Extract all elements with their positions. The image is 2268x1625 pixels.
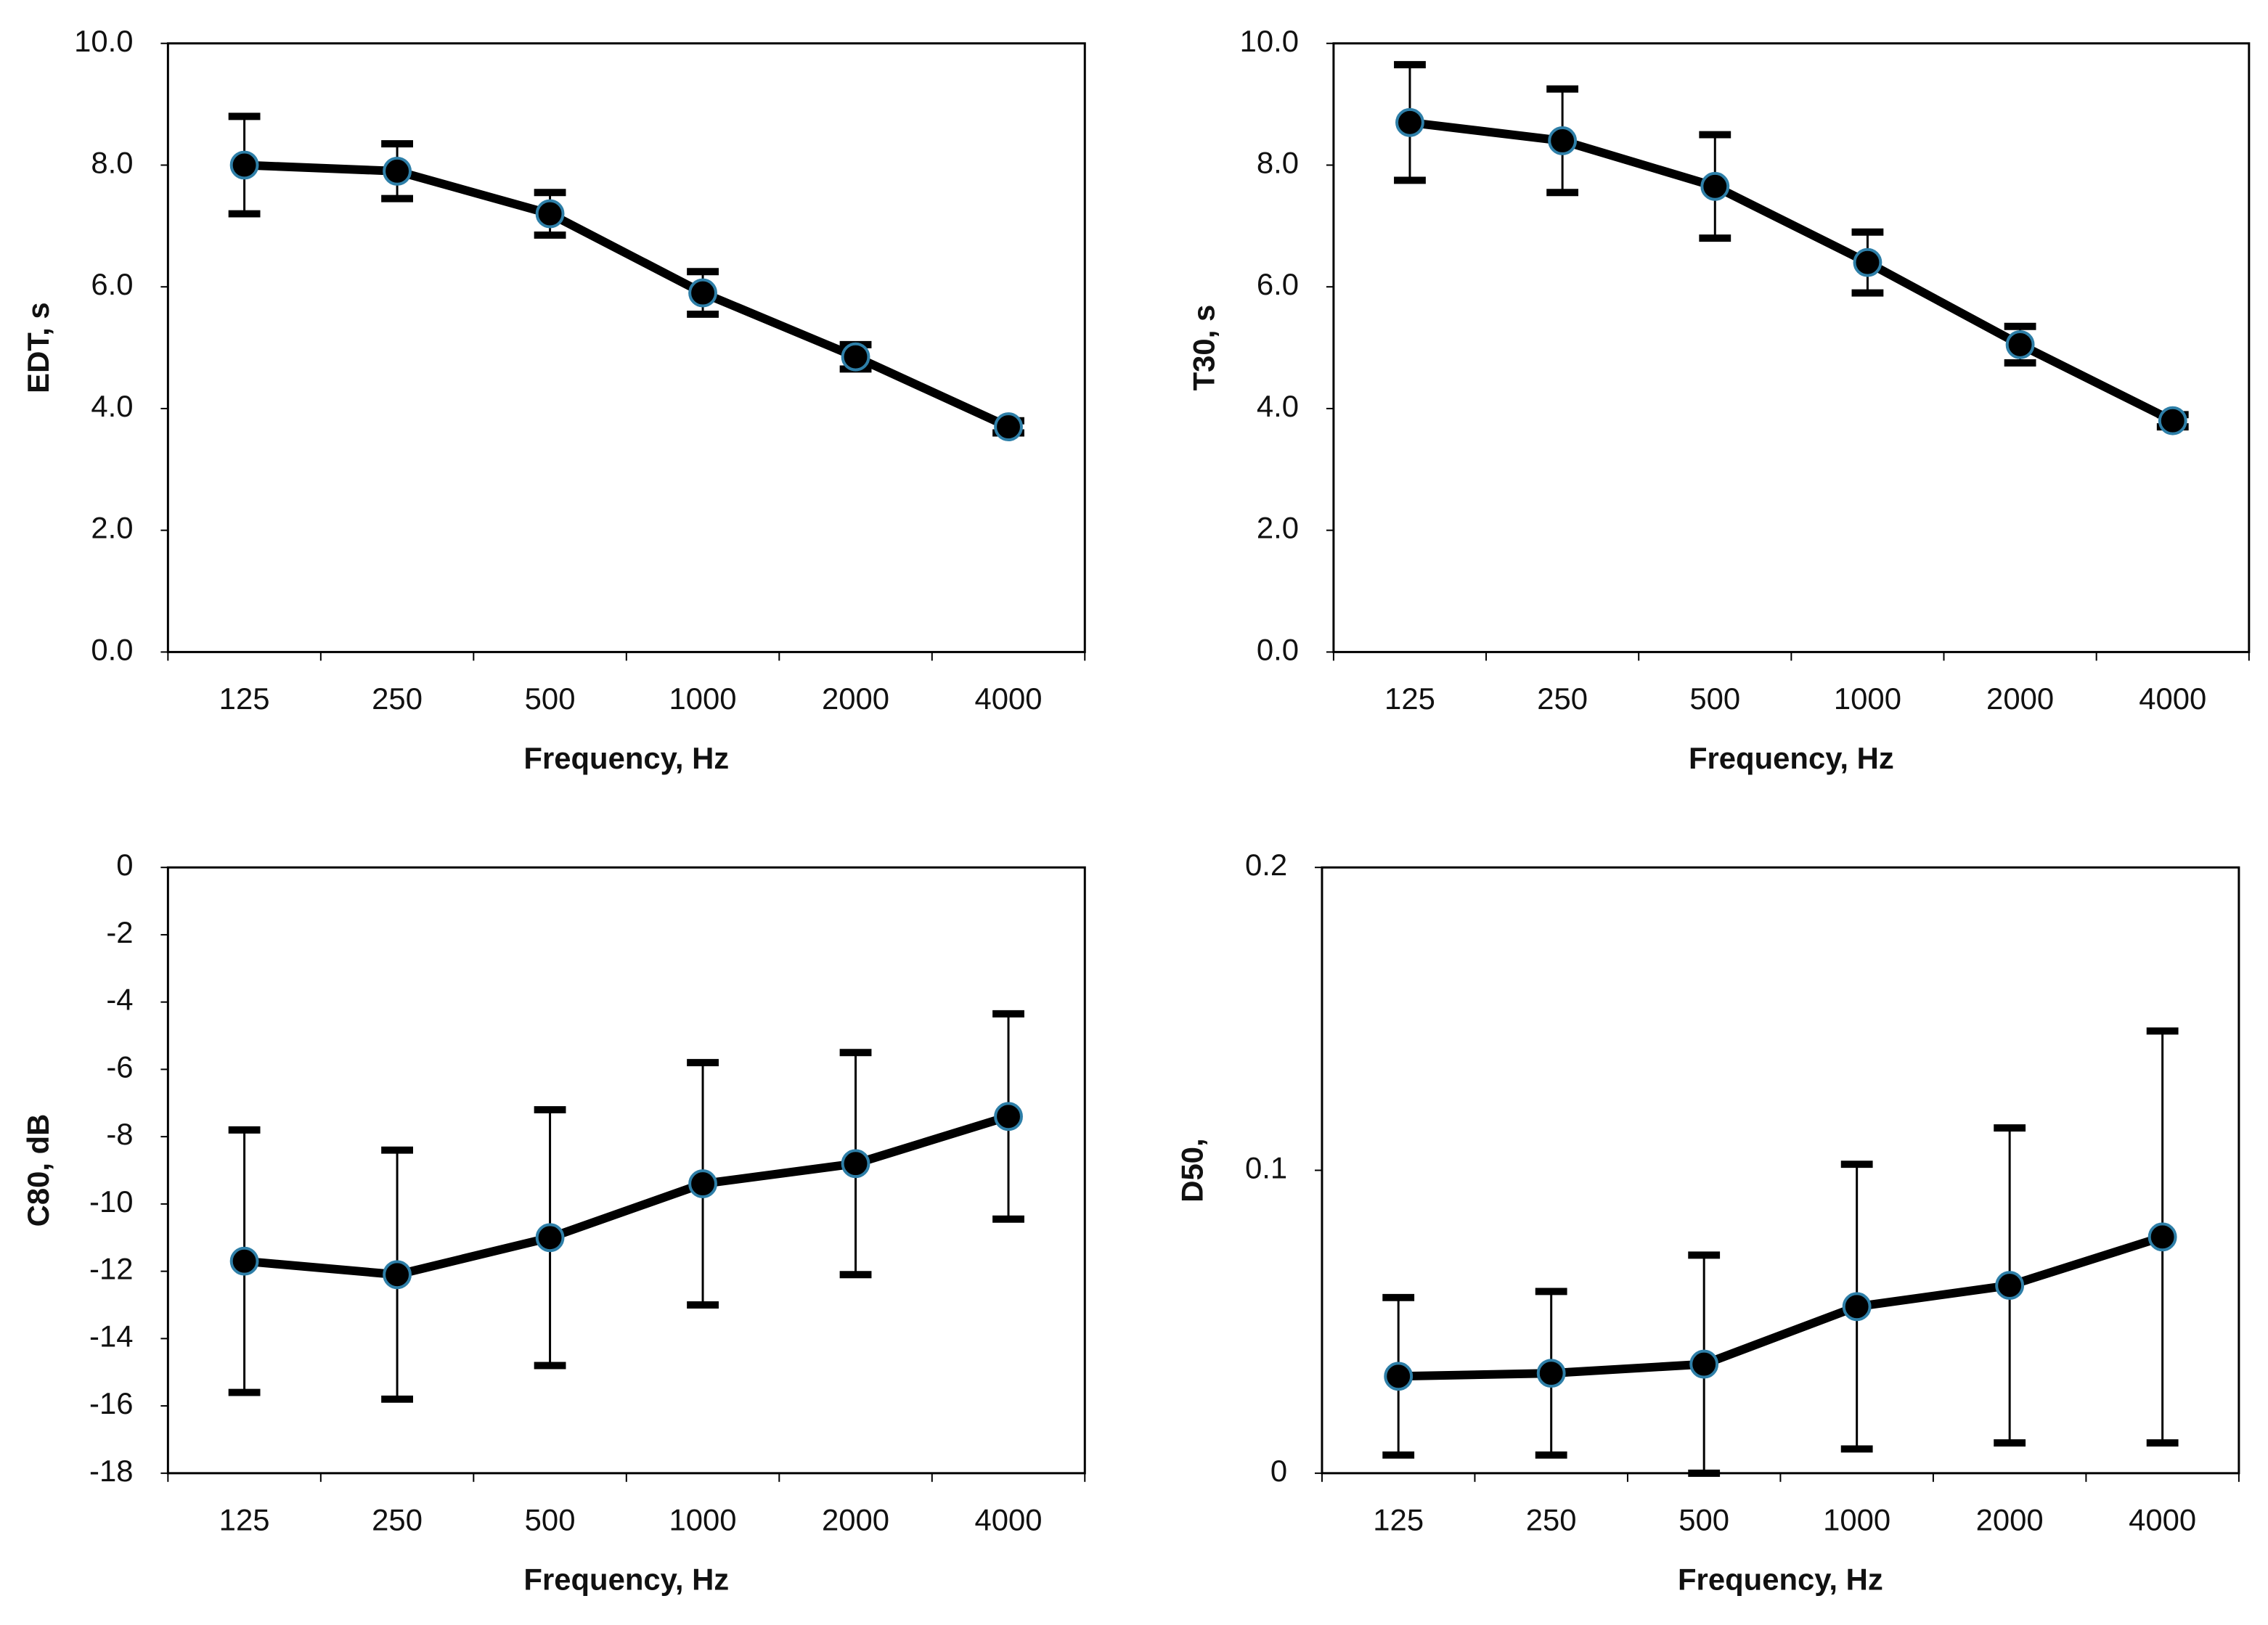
y-tick-label: -18 — [89, 1454, 133, 1488]
y-tick-label: -14 — [89, 1319, 133, 1353]
y-axis-title: D50, — [1175, 1138, 1210, 1202]
point — [535, 1223, 565, 1253]
x-tick-label: 250 — [1537, 681, 1588, 716]
x-tick-label: 250 — [1526, 1503, 1577, 1537]
y-tick-label: 10.0 — [1240, 24, 1299, 58]
y-tick-label: -12 — [89, 1252, 133, 1286]
x-tick-label: 2000 — [822, 681, 889, 716]
point — [994, 1102, 1023, 1131]
y-tick-label: 8.0 — [1257, 146, 1299, 180]
y-tick-label: -2 — [106, 915, 133, 949]
x-tick-label: 1000 — [669, 681, 737, 716]
plot-frame — [1332, 42, 2251, 653]
y-axis-title: C80, dB — [21, 1114, 55, 1227]
x-axis-title: Frequency, Hz — [523, 741, 729, 775]
y-tick-label: 4.0 — [1257, 389, 1299, 423]
x-tick-label: 4000 — [2139, 681, 2206, 716]
y-tick-label: 4.0 — [91, 389, 133, 423]
point — [1995, 1271, 2025, 1301]
point — [1536, 1359, 1566, 1388]
x-tick-label: 1000 — [1834, 681, 1901, 716]
y-axis-title: T30, s — [1187, 305, 1221, 391]
point — [1700, 171, 1730, 201]
point — [229, 1246, 259, 1276]
x-tick-label: 4000 — [974, 1503, 1042, 1537]
y-tick-label: 0.2 — [1245, 848, 1287, 882]
plot-frame — [1321, 866, 2240, 1475]
y-tick-label: 6.0 — [91, 267, 133, 301]
x-axis-title: Frequency, Hz — [523, 1562, 729, 1596]
point — [841, 342, 870, 372]
y-tick-label: 2.0 — [1257, 511, 1299, 545]
y-tick-label: 2.0 — [91, 511, 133, 545]
point — [1384, 1362, 1414, 1391]
y-tick-label: 6.0 — [1257, 267, 1299, 301]
x-tick-label: 1000 — [1823, 1503, 1890, 1537]
x-tick-label: 500 — [1689, 681, 1740, 716]
y-tick-label: 10.0 — [74, 24, 133, 58]
y-tick-label: 0.0 — [1257, 632, 1299, 666]
point — [841, 1149, 870, 1179]
y-tick-label: -16 — [89, 1386, 133, 1420]
point — [688, 278, 717, 308]
y-tick-label: -4 — [106, 983, 133, 1017]
point — [535, 199, 565, 229]
x-tick-label: 125 — [219, 1503, 270, 1537]
y-tick-label: -8 — [106, 1117, 133, 1151]
plot-frame — [166, 42, 1086, 653]
point — [2158, 406, 2187, 435]
y-tick-label: -10 — [89, 1184, 133, 1219]
point — [2147, 1222, 2177, 1252]
x-tick-label: 500 — [525, 681, 576, 716]
series-line — [1398, 1232, 2164, 1381]
x-tick-label: 4000 — [974, 681, 1042, 716]
series-line — [244, 1112, 1010, 1280]
y-tick-label: -6 — [106, 1049, 133, 1084]
x-tick-label: 250 — [372, 1503, 423, 1537]
plot-frame — [166, 866, 1086, 1475]
x-tick-label: 125 — [219, 681, 270, 716]
point — [383, 1260, 412, 1290]
point — [2005, 329, 2035, 359]
point — [383, 156, 412, 186]
y-tick-label: 0.1 — [1245, 1151, 1287, 1185]
point — [1548, 126, 1578, 155]
x-tick-label: 500 — [525, 1503, 576, 1537]
point — [1842, 1292, 1872, 1322]
point — [1395, 107, 1424, 137]
point — [1689, 1349, 1719, 1379]
y-tick-label: 0 — [1270, 1454, 1287, 1488]
point — [1853, 247, 1882, 277]
x-tick-label: 1000 — [669, 1503, 737, 1537]
y-tick-label: 8.0 — [91, 146, 133, 180]
point — [229, 150, 259, 180]
x-tick-label: 2000 — [822, 1503, 889, 1537]
point — [688, 1169, 717, 1198]
x-tick-label: 2000 — [1986, 681, 2054, 716]
point — [994, 412, 1023, 442]
x-tick-label: 4000 — [2129, 1503, 2196, 1537]
series-line — [244, 160, 1011, 431]
x-tick-label: 2000 — [1976, 1503, 2044, 1537]
y-tick-label: 0.0 — [91, 632, 133, 666]
x-tick-label: 125 — [1384, 681, 1435, 716]
x-axis-title: Frequency, Hz — [1678, 1562, 1883, 1596]
x-tick-label: 500 — [1678, 1503, 1729, 1537]
x-tick-label: 125 — [1373, 1503, 1424, 1537]
x-tick-label: 250 — [372, 681, 423, 716]
y-axis-title: EDT, s — [21, 302, 55, 393]
series-line — [1409, 118, 2175, 425]
x-axis-title: Frequency, Hz — [1689, 741, 1894, 775]
y-tick-label: 0 — [116, 848, 133, 882]
